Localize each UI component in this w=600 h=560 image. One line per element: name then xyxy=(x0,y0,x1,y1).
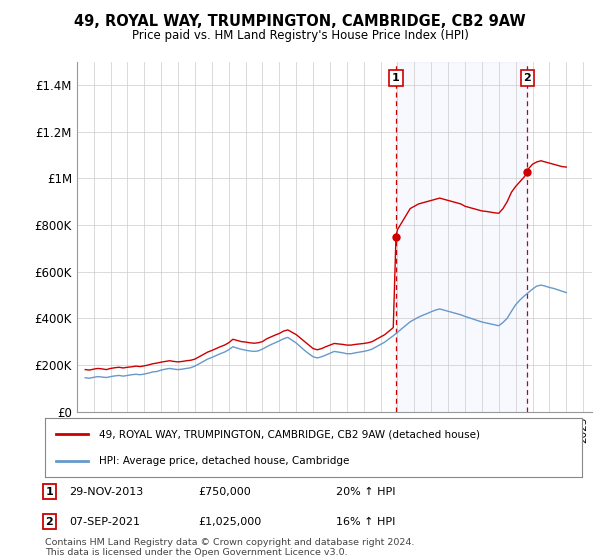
Bar xyxy=(396,62,527,412)
Text: 49, ROYAL WAY, TRUMPINGTON, CAMBRIDGE, CB2 9AW: 49, ROYAL WAY, TRUMPINGTON, CAMBRIDGE, C… xyxy=(74,14,526,29)
Text: 16% ↑ HPI: 16% ↑ HPI xyxy=(336,517,395,527)
Text: 2: 2 xyxy=(523,73,531,83)
Text: 1: 1 xyxy=(46,487,53,497)
Text: £1,025,000: £1,025,000 xyxy=(198,517,261,527)
Text: 20% ↑ HPI: 20% ↑ HPI xyxy=(336,487,395,497)
Text: HPI: Average price, detached house, Cambridge: HPI: Average price, detached house, Camb… xyxy=(98,456,349,466)
Text: 07-SEP-2021: 07-SEP-2021 xyxy=(69,517,140,527)
Text: £750,000: £750,000 xyxy=(198,487,251,497)
Text: Price paid vs. HM Land Registry's House Price Index (HPI): Price paid vs. HM Land Registry's House … xyxy=(131,29,469,42)
Text: 49, ROYAL WAY, TRUMPINGTON, CAMBRIDGE, CB2 9AW (detached house): 49, ROYAL WAY, TRUMPINGTON, CAMBRIDGE, C… xyxy=(98,429,480,439)
Text: 1: 1 xyxy=(392,73,400,83)
Text: Contains HM Land Registry data © Crown copyright and database right 2024.
This d: Contains HM Land Registry data © Crown c… xyxy=(45,538,415,557)
Text: 2: 2 xyxy=(46,517,53,527)
Text: 29-NOV-2013: 29-NOV-2013 xyxy=(69,487,143,497)
